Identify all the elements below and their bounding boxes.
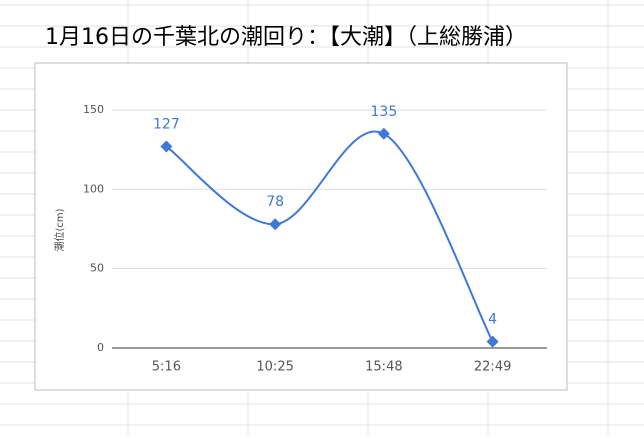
x-tick-label: 22:49 <box>474 360 511 375</box>
x-tick-label: 10:25 <box>256 360 293 375</box>
data-label: 4 <box>488 312 497 328</box>
point <box>377 127 390 140</box>
y-tick-label: 150 <box>83 103 104 116</box>
point <box>269 218 282 231</box>
x-tick-label: 5:16 <box>152 360 181 375</box>
line <box>165 130 494 343</box>
chart-title: 1月16日の千葉北の潮回り：【大潮】（上総勝浦） <box>45 25 527 50</box>
data-label: 135 <box>371 104 398 120</box>
y-axis-label: 潮位(cm) <box>53 208 66 251</box>
y-tick-label: 0 <box>97 341 104 354</box>
data-label: 78 <box>266 194 284 210</box>
x-tick-label: 15:48 <box>365 360 402 375</box>
point <box>160 140 173 153</box>
point <box>486 335 499 348</box>
y-tick-label: 50 <box>90 262 104 275</box>
y-tick-label: 100 <box>83 182 104 195</box>
chart-frame <box>34 62 568 391</box>
data-label: 127 <box>153 116 180 132</box>
